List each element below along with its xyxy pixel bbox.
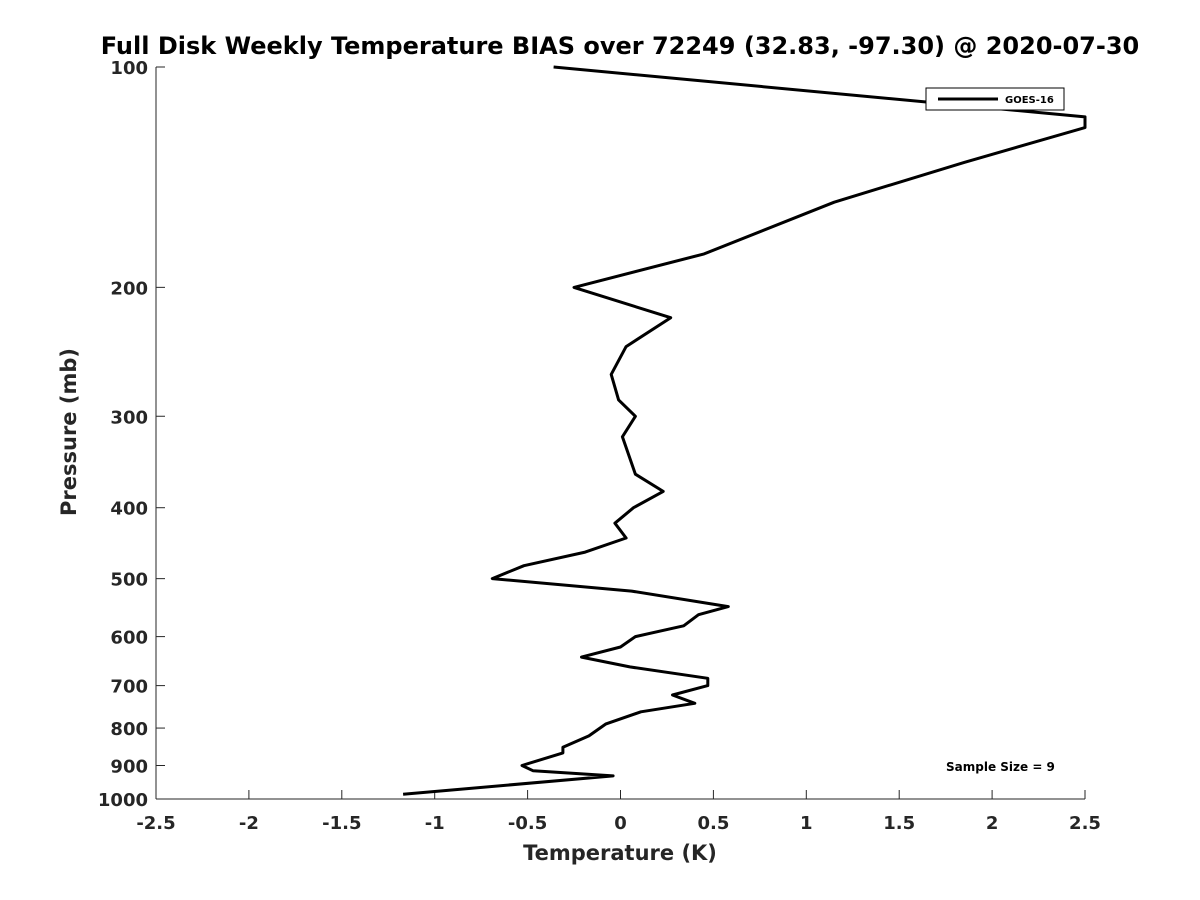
legend-label-goes-16: GOES-16 (1005, 95, 1054, 106)
x-tick-label: -2 (239, 813, 259, 834)
y-tick-label: 900 (110, 757, 148, 778)
y-tick-label: 600 (110, 628, 148, 649)
x-tick-label: 0 (614, 813, 627, 834)
y-axis-label: Pressure (mb) (57, 348, 81, 516)
legend: GOES-16 (925, 87, 1065, 111)
x-axis-label: Temperature (K) (523, 841, 717, 865)
y-tick-label: 500 (110, 570, 148, 591)
x-tick-label: 1.5 (883, 813, 915, 834)
x-tick-label: -0.5 (508, 813, 547, 834)
series-line-goes-16 (402, 65, 1087, 796)
sample-size-annotation: Sample Size = 9 (946, 760, 1055, 774)
x-tick-label: 0.5 (697, 813, 729, 834)
y-tick-label: 200 (110, 278, 148, 299)
y-tick-label: 800 (110, 719, 148, 740)
x-tick-label: 2.5 (1069, 813, 1101, 834)
x-tick-label: -1 (425, 813, 445, 834)
x-tick-label: -2.5 (136, 813, 175, 834)
x-tick-label: 2 (986, 813, 999, 834)
y-tick-label: 1000 (98, 790, 148, 811)
y-tick-label: 400 (110, 499, 148, 520)
x-axis-ticks: -2.5 -2 -1.5 -1 -0.5 0 0.5 1 1.5 2 2.5 (136, 790, 1101, 834)
y-tick-label: 300 (110, 407, 148, 428)
y-tick-label: 700 (110, 677, 148, 698)
chart-title: Full Disk Weekly Temperature BIAS over 7… (101, 32, 1140, 60)
x-tick-label: 1 (800, 813, 813, 834)
y-tick-label: 100 (110, 58, 148, 79)
x-tick-label: -1.5 (322, 813, 361, 834)
y-axis-ticks: 100 200 300 400 500 600 700 800 900 1000 (98, 58, 165, 811)
series-lines (402, 65, 1087, 796)
